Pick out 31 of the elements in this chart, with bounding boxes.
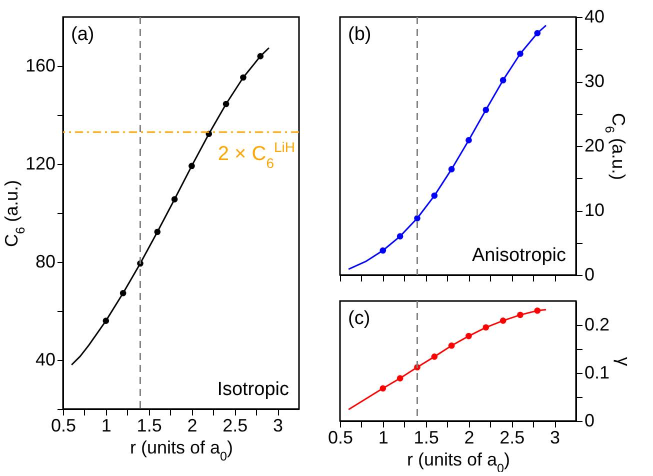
y2-tick-label: 0	[584, 264, 595, 284]
y2-tick-label: 0	[584, 410, 595, 430]
x-tick-label: 2	[187, 416, 198, 436]
x-tick-label: 0.5	[50, 416, 76, 436]
x-tick-label: 1	[101, 416, 112, 436]
y-tick-label: 40	[35, 350, 56, 370]
y2-tick-label: 20	[584, 136, 605, 156]
annotation: (c)	[348, 308, 370, 329]
y-tick-label: 80	[35, 252, 56, 272]
annotation: (a)	[71, 24, 94, 45]
y2-tick-label: 40	[584, 6, 605, 26]
y2-tick-label: 0.2	[584, 314, 610, 334]
x-tick-label: 1	[378, 428, 388, 448]
y2-axis-title: γ	[614, 357, 634, 366]
x-tick-label: 3	[273, 416, 284, 436]
annotation: (b)	[348, 24, 372, 45]
y2-tick-label: 30	[584, 71, 605, 91]
y2-tick-label: 10	[584, 200, 605, 220]
y-tick-label: 160	[25, 56, 56, 76]
x-tick-label: 1.5	[136, 416, 162, 436]
annotation: Isotropic	[217, 379, 289, 400]
y2-tick-label: 0.1	[584, 362, 610, 382]
x-tick-label: 3	[550, 428, 560, 448]
x-tick-label: 2	[464, 428, 474, 448]
annotation: Anisotropic	[472, 245, 566, 266]
x-tick-label: 1.5	[414, 428, 439, 448]
x-tick-label: 2.5	[222, 416, 248, 436]
y-tick-label: 120	[25, 154, 56, 174]
x-tick-label: 2.5	[500, 428, 525, 448]
x-tick-label: 0.5	[328, 428, 354, 448]
x-axis-title: r (units of a$_{0}$)	[130, 438, 234, 464]
